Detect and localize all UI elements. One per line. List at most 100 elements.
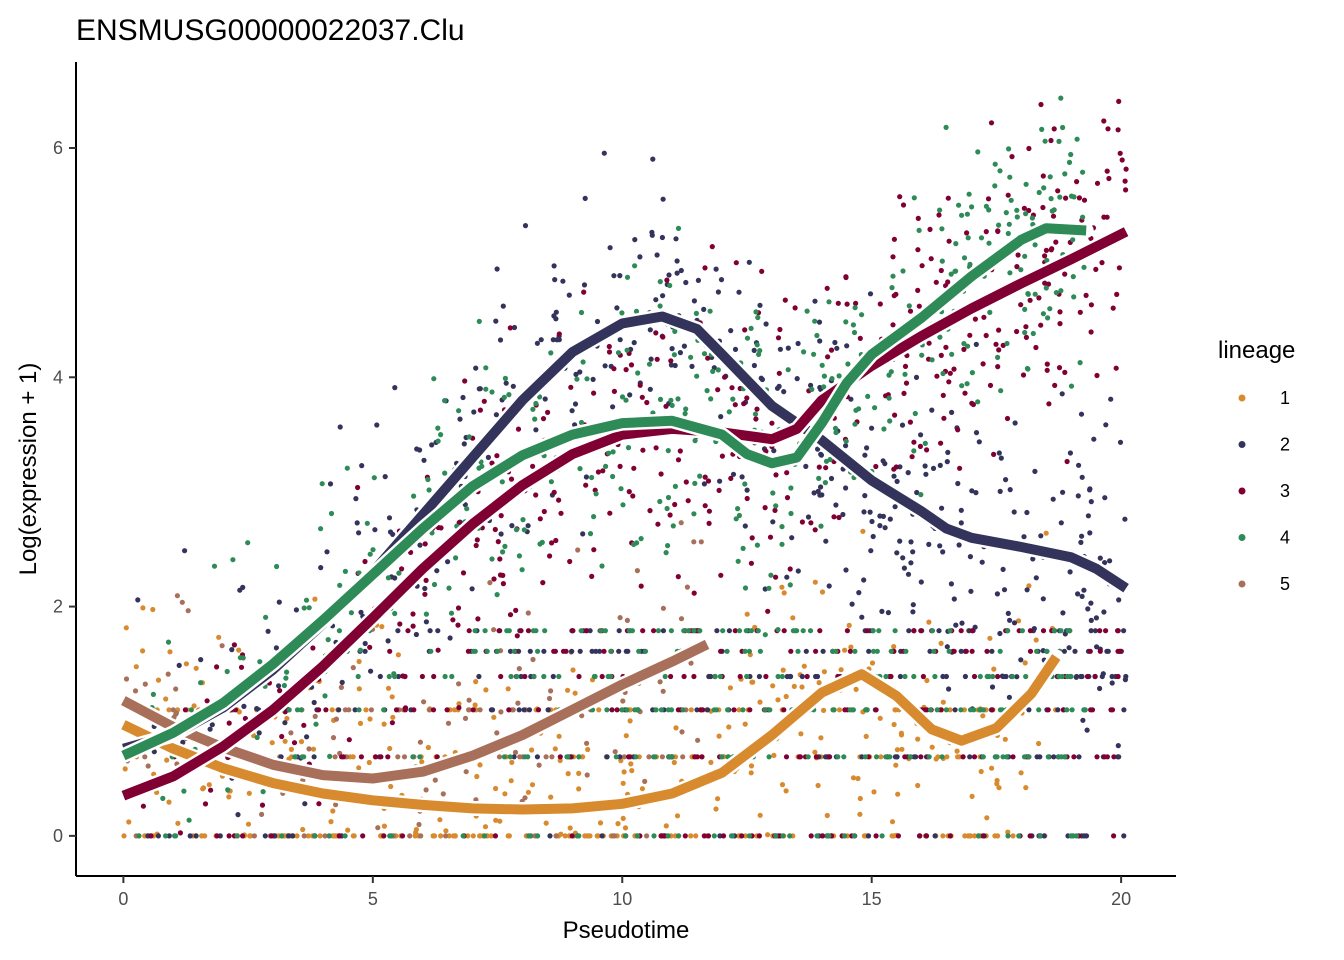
data-point-lineage-3 <box>1042 253 1048 259</box>
data-point-lineage-1 <box>889 819 896 825</box>
data-point-lineage-4 <box>163 833 169 839</box>
data-point-lineage-2 <box>757 302 763 308</box>
data-point-lineage-3 <box>492 833 498 839</box>
data-point-lineage-2 <box>897 673 904 680</box>
data-point-lineage-1 <box>878 754 884 760</box>
data-point-lineage-2 <box>1105 648 1111 654</box>
data-point-lineage-4 <box>506 392 512 398</box>
data-point-lineage-1 <box>770 683 776 689</box>
data-point-lineage-4 <box>697 473 703 479</box>
legend-label-3: 3 <box>1280 481 1290 501</box>
data-point-lineage-2 <box>996 450 1002 456</box>
data-point-lineage-5 <box>584 772 590 778</box>
data-point-lineage-4 <box>953 268 959 274</box>
data-point-lineage-4 <box>476 318 482 324</box>
data-point-lineage-2 <box>770 519 776 525</box>
data-point-lineage-2 <box>958 520 964 526</box>
data-point-lineage-3 <box>500 572 506 579</box>
data-point-lineage-4 <box>165 639 172 645</box>
data-point-lineage-4 <box>541 673 547 680</box>
data-point-lineage-3 <box>397 621 403 627</box>
data-point-lineage-2 <box>905 470 911 476</box>
data-point-lineage-4 <box>646 361 653 367</box>
data-point-lineage-3 <box>945 195 951 201</box>
data-point-lineage-4 <box>719 754 725 760</box>
data-point-lineage-4 <box>613 754 619 760</box>
data-point-lineage-4 <box>1037 833 1043 839</box>
data-point-lineage-3 <box>890 254 896 260</box>
data-point-lineage-3 <box>535 707 542 713</box>
legend-key-5 <box>1238 580 1246 588</box>
data-point-lineage-2 <box>666 272 672 278</box>
data-point-lineage-4 <box>947 628 953 634</box>
data-point-lineage-4 <box>1032 242 1038 248</box>
data-point-lineage-2 <box>940 549 946 555</box>
data-point-lineage-3 <box>988 120 995 126</box>
data-point-lineage-1 <box>483 687 489 693</box>
data-point-lineage-2 <box>799 673 805 680</box>
data-point-lineage-2 <box>1116 754 1122 760</box>
data-point-lineage-4 <box>927 707 934 713</box>
data-point-lineage-5 <box>579 713 585 719</box>
data-point-lineage-3 <box>614 707 620 713</box>
data-point-lineage-4 <box>576 754 582 760</box>
data-point-lineage-2 <box>653 297 659 303</box>
data-point-lineage-2 <box>820 648 826 654</box>
data-point-lineage-3 <box>731 707 737 713</box>
data-point-lineage-4 <box>835 754 841 760</box>
data-point-lineage-4 <box>1056 138 1062 144</box>
data-point-lineage-1 <box>736 707 742 713</box>
data-point-lineage-3 <box>938 352 944 358</box>
data-point-lineage-1 <box>126 819 132 825</box>
data-point-lineage-3 <box>1116 98 1122 104</box>
data-point-lineage-3 <box>675 707 682 713</box>
data-point-lineage-4 <box>795 648 801 654</box>
data-point-lineage-1 <box>1036 740 1042 747</box>
data-point-lineage-3 <box>658 471 664 477</box>
data-point-lineage-2 <box>869 425 875 431</box>
data-point-lineage-3 <box>844 301 850 307</box>
data-point-lineage-4 <box>980 707 987 713</box>
data-point-lineage-3 <box>918 754 924 760</box>
data-point-lineage-5 <box>123 676 130 682</box>
data-point-lineage-3 <box>507 612 514 618</box>
data-point-lineage-1 <box>980 713 986 719</box>
legend-key-2 <box>1238 441 1246 448</box>
data-point-lineage-4 <box>1053 290 1059 296</box>
data-point-lineage-2 <box>1094 644 1100 650</box>
data-point-lineage-2 <box>660 196 666 202</box>
data-point-lineage-3 <box>844 628 851 634</box>
data-point-lineage-4 <box>257 659 263 665</box>
data-point-lineage-4 <box>662 673 668 680</box>
data-point-lineage-2 <box>1085 606 1091 612</box>
data-point-lineage-2 <box>593 648 599 654</box>
data-point-lineage-4 <box>484 648 490 654</box>
data-point-lineage-1 <box>443 828 449 834</box>
data-point-lineage-4 <box>879 833 885 839</box>
data-point-lineage-2 <box>892 754 899 760</box>
data-point-lineage-4 <box>785 367 791 373</box>
data-point-lineage-2 <box>339 679 345 686</box>
data-point-lineage-2 <box>577 369 583 375</box>
data-point-lineage-4 <box>318 526 324 532</box>
data-point-lineage-1 <box>744 611 750 617</box>
data-point-lineage-4 <box>511 648 517 654</box>
data-point-lineage-4 <box>967 707 974 713</box>
data-point-lineage-4 <box>610 449 616 455</box>
data-point-lineage-1 <box>1018 770 1024 776</box>
data-point-lineage-3 <box>491 576 497 582</box>
data-point-lineage-4 <box>814 332 820 339</box>
data-point-lineage-1 <box>509 759 515 766</box>
data-point-lineage-2 <box>726 628 733 634</box>
data-point-lineage-2 <box>1003 477 1009 483</box>
data-point-lineage-4 <box>245 540 251 546</box>
data-point-lineage-2 <box>862 452 868 458</box>
data-point-lineage-4 <box>842 833 848 839</box>
data-point-lineage-1 <box>620 780 626 786</box>
data-point-lineage-2 <box>673 236 679 242</box>
data-point-lineage-1 <box>183 661 189 667</box>
data-point-lineage-1 <box>497 818 503 824</box>
data-point-lineage-4 <box>720 628 726 634</box>
data-point-lineage-3 <box>626 489 632 495</box>
data-point-lineage-3 <box>995 228 1001 234</box>
